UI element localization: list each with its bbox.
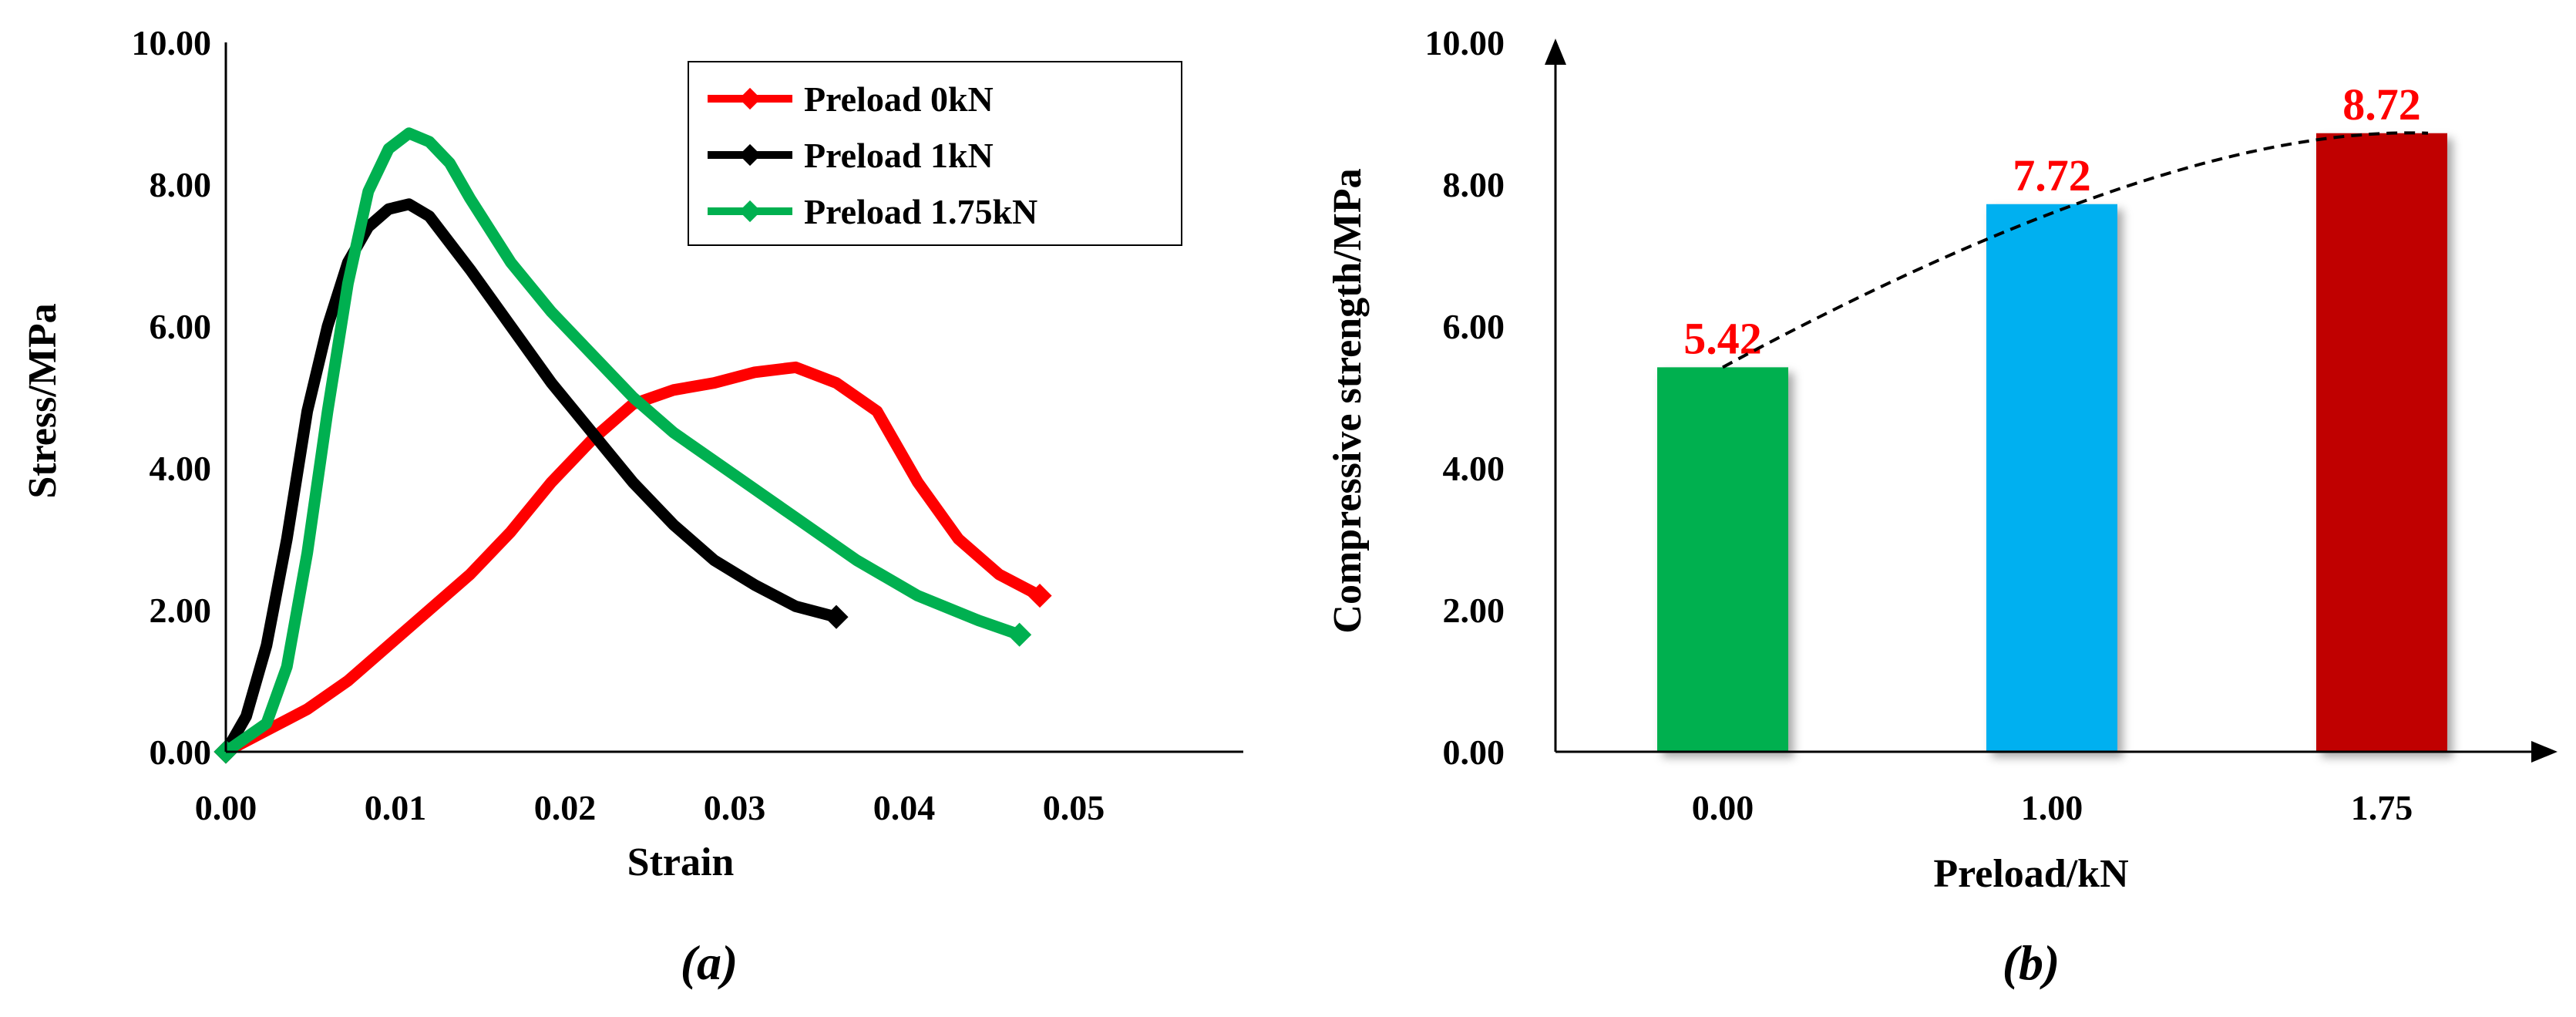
y-axis-arrow-icon [1545,39,1566,65]
chart-b-x-ticks: 0.00 1.00 1.75 [1692,788,2413,827]
chart-b-y-ticks: 0.00 2.00 4.00 6.00 8.00 10.00 [1425,23,1505,772]
legend-item-preload-0kn: Preload 0kN [708,79,994,119]
chart-b-y-tick: 8.00 [1443,165,1505,204]
chart-a-x-tick: 0.04 [873,788,936,827]
legend-diamond-icon [738,143,762,167]
panel-label-b: (b) [2003,935,2060,990]
legend-label: Preload 0kN [804,79,994,119]
chart-b-y-tick: 4.00 [1443,449,1505,488]
chart-b-x-tick: 1.00 [2021,788,2083,827]
chart-a-x-axis-title: Strain [627,840,735,884]
chart-b-y-tick: 0.00 [1443,732,1505,772]
chart-a-y-axis-title: Stress/MPa [21,303,65,498]
chart-a-y-tick: 10.00 [132,23,212,62]
bar [1657,367,1788,752]
trend-curve [1722,131,2429,369]
bar [1986,204,2117,752]
series-point [824,604,849,629]
bar-value-label: 7.72 [2013,150,2091,200]
chart-a-y-ticks: 0.00 2.00 4.00 6.00 8.00 10.00 [132,23,212,772]
chart-a-y-tick: 8.00 [150,165,212,204]
legend-label: Preload 1kN [804,136,994,175]
series-line-2 [220,127,1026,758]
chart-a-x-tick: 0.02 [534,788,597,827]
chart-b: 0.00 2.00 4.00 6.00 8.00 10.00 Compressi… [1326,23,2558,990]
legend-diamond-icon [738,200,762,223]
chart-a-y-tick: 6.00 [150,307,212,346]
chart-a-y-tick: 4.00 [150,449,212,488]
chart-b-x-axis-title: Preload/kN [1933,852,2128,896]
bar [2316,133,2447,752]
chart-b-x-tick: 1.75 [2351,788,2413,827]
chart-a-y-tick: 0.00 [150,732,212,772]
chart-a-x-tick: 0.01 [365,788,427,827]
bar-value-label: 8.72 [2342,79,2421,130]
chart-a-legend: Preload 0kN Preload 1kN Preload 1.75kN [688,61,1182,246]
chart-b-bars-group [1657,133,2447,752]
chart-a-y-tick: 2.00 [150,591,212,630]
chart-a-x-tick: 0.05 [1043,788,1105,827]
panel-label-a: (a) [681,935,738,990]
series-line-0 [220,361,1046,758]
bar-value-label: 5.42 [1683,313,1762,363]
legend-item-preload-1kn: Preload 1kN [708,136,994,175]
series-line-1 [220,198,842,758]
chart-a-x-tick: 0.03 [704,788,766,827]
chart-b-y-axis-title: Compressive strength/MPa [1326,168,1370,633]
chart-a-x-tick: 0.00 [195,788,257,827]
chart-a: 0.00 2.00 4.00 6.00 8.00 10.00 0.00 0.01… [21,23,1243,990]
x-axis-arrow-icon [2531,741,2558,763]
chart-b-x-tick: 0.00 [1692,788,1754,827]
chart-b-y-tick: 6.00 [1443,307,1505,346]
legend-label: Preload 1.75kN [804,192,1037,231]
chart-b-y-tick: 10.00 [1425,23,1505,62]
chart-b-y-tick: 2.00 [1443,591,1505,630]
legend-item-preload-1-75kn: Preload 1.75kN [708,192,1037,231]
legend-diamond-icon [738,87,762,110]
chart-a-x-ticks: 0.00 0.01 0.02 0.03 0.04 0.05 [195,788,1105,827]
